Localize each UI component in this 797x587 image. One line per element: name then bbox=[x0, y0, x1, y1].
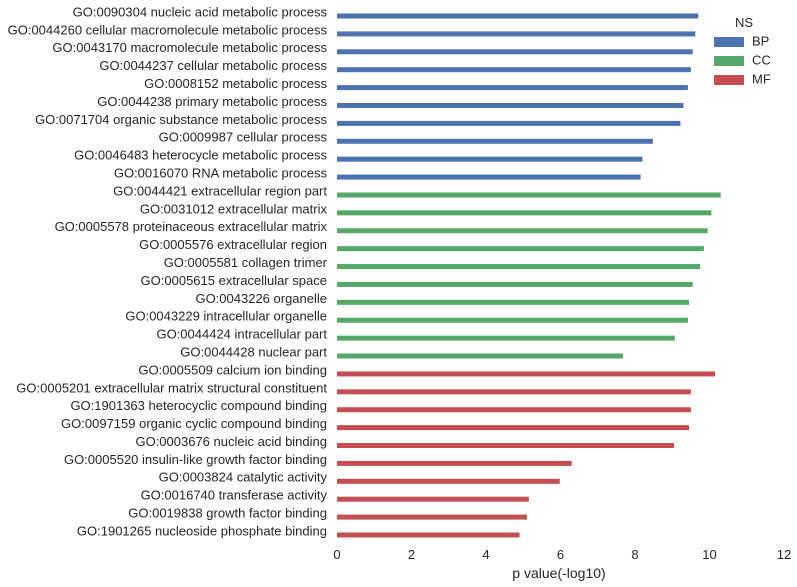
category-label: GO:0043229 intracellular organelle bbox=[125, 309, 327, 324]
category-label: GO:0097159 organic cyclic compound bindi… bbox=[61, 416, 327, 431]
bar-mf bbox=[337, 496, 529, 502]
x-tick-label: 0 bbox=[333, 547, 340, 562]
category-label: GO:0019838 growth factor binding bbox=[128, 506, 327, 521]
bar-cc bbox=[337, 317, 688, 323]
bar-cc bbox=[337, 335, 675, 341]
legend-label-bp: BP bbox=[752, 33, 769, 48]
bar-bp bbox=[337, 174, 641, 180]
bar-bp bbox=[337, 13, 699, 19]
bar-cc bbox=[337, 264, 701, 270]
category-label: GO:0044237 cellular metabolic process bbox=[99, 58, 327, 73]
category-label: GO:0009987 cellular process bbox=[159, 130, 328, 145]
legend-swatch-mf bbox=[714, 75, 744, 85]
x-tick-label: 6 bbox=[557, 547, 564, 562]
category-labels: GO:0090304 nucleic acid metabolic proces… bbox=[8, 4, 328, 538]
category-label: GO:0016740 transferase activity bbox=[141, 488, 328, 503]
category-label: GO:0016070 RNA metabolic process bbox=[114, 166, 328, 181]
legend-entries: BP CC MF bbox=[714, 33, 771, 86]
bar-cc bbox=[337, 281, 693, 287]
bar-mf bbox=[337, 371, 716, 377]
legend-title: NS bbox=[735, 15, 753, 30]
bar-bp bbox=[337, 85, 688, 91]
category-label: GO:0005576 extracellular region bbox=[139, 237, 327, 252]
legend-swatch-cc bbox=[714, 56, 744, 66]
bar-bp bbox=[337, 156, 643, 162]
bar-cc bbox=[337, 210, 712, 216]
bar-mf bbox=[337, 389, 691, 395]
bar-bp bbox=[337, 120, 681, 126]
bar-cc bbox=[337, 228, 708, 234]
category-label: GO:0044428 nuclear part bbox=[180, 344, 327, 359]
bar-bp bbox=[337, 49, 693, 55]
bar-cc bbox=[337, 353, 624, 359]
category-label: GO:0005615 extracellular space bbox=[141, 273, 327, 288]
bar-mf bbox=[337, 514, 527, 520]
legend-label-cc: CC bbox=[752, 52, 771, 67]
category-label: GO:0005520 insulin-like growth factor bi… bbox=[64, 452, 327, 467]
bar-cc bbox=[337, 299, 690, 305]
bar-bp bbox=[337, 67, 691, 73]
category-label: GO:0044238 primary metabolic process bbox=[97, 94, 327, 109]
category-label: GO:0044424 intracellular part bbox=[156, 327, 327, 342]
bar-mf bbox=[337, 407, 691, 413]
legend-swatch-bp bbox=[714, 37, 744, 47]
bar-bp bbox=[337, 102, 684, 108]
category-label: GO:0044260 cellular macromolecule metabo… bbox=[8, 22, 328, 37]
category-label: GO:0005578 proteinaceous extracellular m… bbox=[55, 219, 328, 234]
bar-cc bbox=[337, 192, 721, 198]
category-label: GO:0031012 extracellular matrix bbox=[140, 201, 328, 216]
x-tick-label: 2 bbox=[408, 547, 415, 562]
category-label: GO:0008152 metabolic process bbox=[144, 76, 327, 91]
category-label: GO:0005201 extracellular matrix structur… bbox=[16, 380, 327, 395]
bar-cc bbox=[337, 246, 704, 252]
bar-bp bbox=[337, 31, 696, 37]
legend-label-mf: MF bbox=[752, 71, 771, 86]
category-label: GO:0090304 nucleic acid metabolic proces… bbox=[73, 4, 328, 19]
category-label: GO:0003824 catalytic activity bbox=[159, 470, 328, 485]
category-label: GO:1901363 heterocyclic compound binding bbox=[70, 398, 327, 413]
category-label: GO:0005509 calcium ion binding bbox=[138, 362, 327, 377]
legend: NS BP CC MF bbox=[714, 15, 771, 86]
bar-mf bbox=[337, 532, 520, 538]
x-axis-title: p value(-log10) bbox=[512, 565, 605, 581]
bar-mf bbox=[337, 443, 675, 449]
x-tick-label: 10 bbox=[702, 547, 716, 562]
bar-bp bbox=[337, 138, 653, 144]
category-label: GO:0003676 nucleic acid binding bbox=[135, 434, 327, 449]
bar-mf bbox=[337, 425, 690, 431]
category-label: GO:0043170 macromolecule metabolic proce… bbox=[52, 40, 327, 55]
category-label: GO:1901265 nucleoside phosphate binding bbox=[77, 523, 327, 538]
category-label: GO:0043226 organelle bbox=[195, 291, 327, 306]
bar-mf bbox=[337, 460, 572, 466]
category-label: GO:0046483 heterocycle metabolic process bbox=[74, 148, 327, 163]
x-tick-label: 12 bbox=[777, 547, 791, 562]
x-tick-label: 8 bbox=[631, 547, 638, 562]
x-axis-ticks: 0 2 4 6 8 10 12 bbox=[333, 547, 791, 562]
category-label: GO:0005581 collagen trimer bbox=[164, 255, 328, 270]
category-label: GO:0071704 organic substance metabolic p… bbox=[35, 112, 327, 127]
bar-mf bbox=[337, 478, 560, 484]
category-label: GO:0044421 extracellular region part bbox=[113, 183, 327, 198]
x-tick-label: 4 bbox=[482, 547, 489, 562]
bars-layer bbox=[337, 13, 721, 538]
